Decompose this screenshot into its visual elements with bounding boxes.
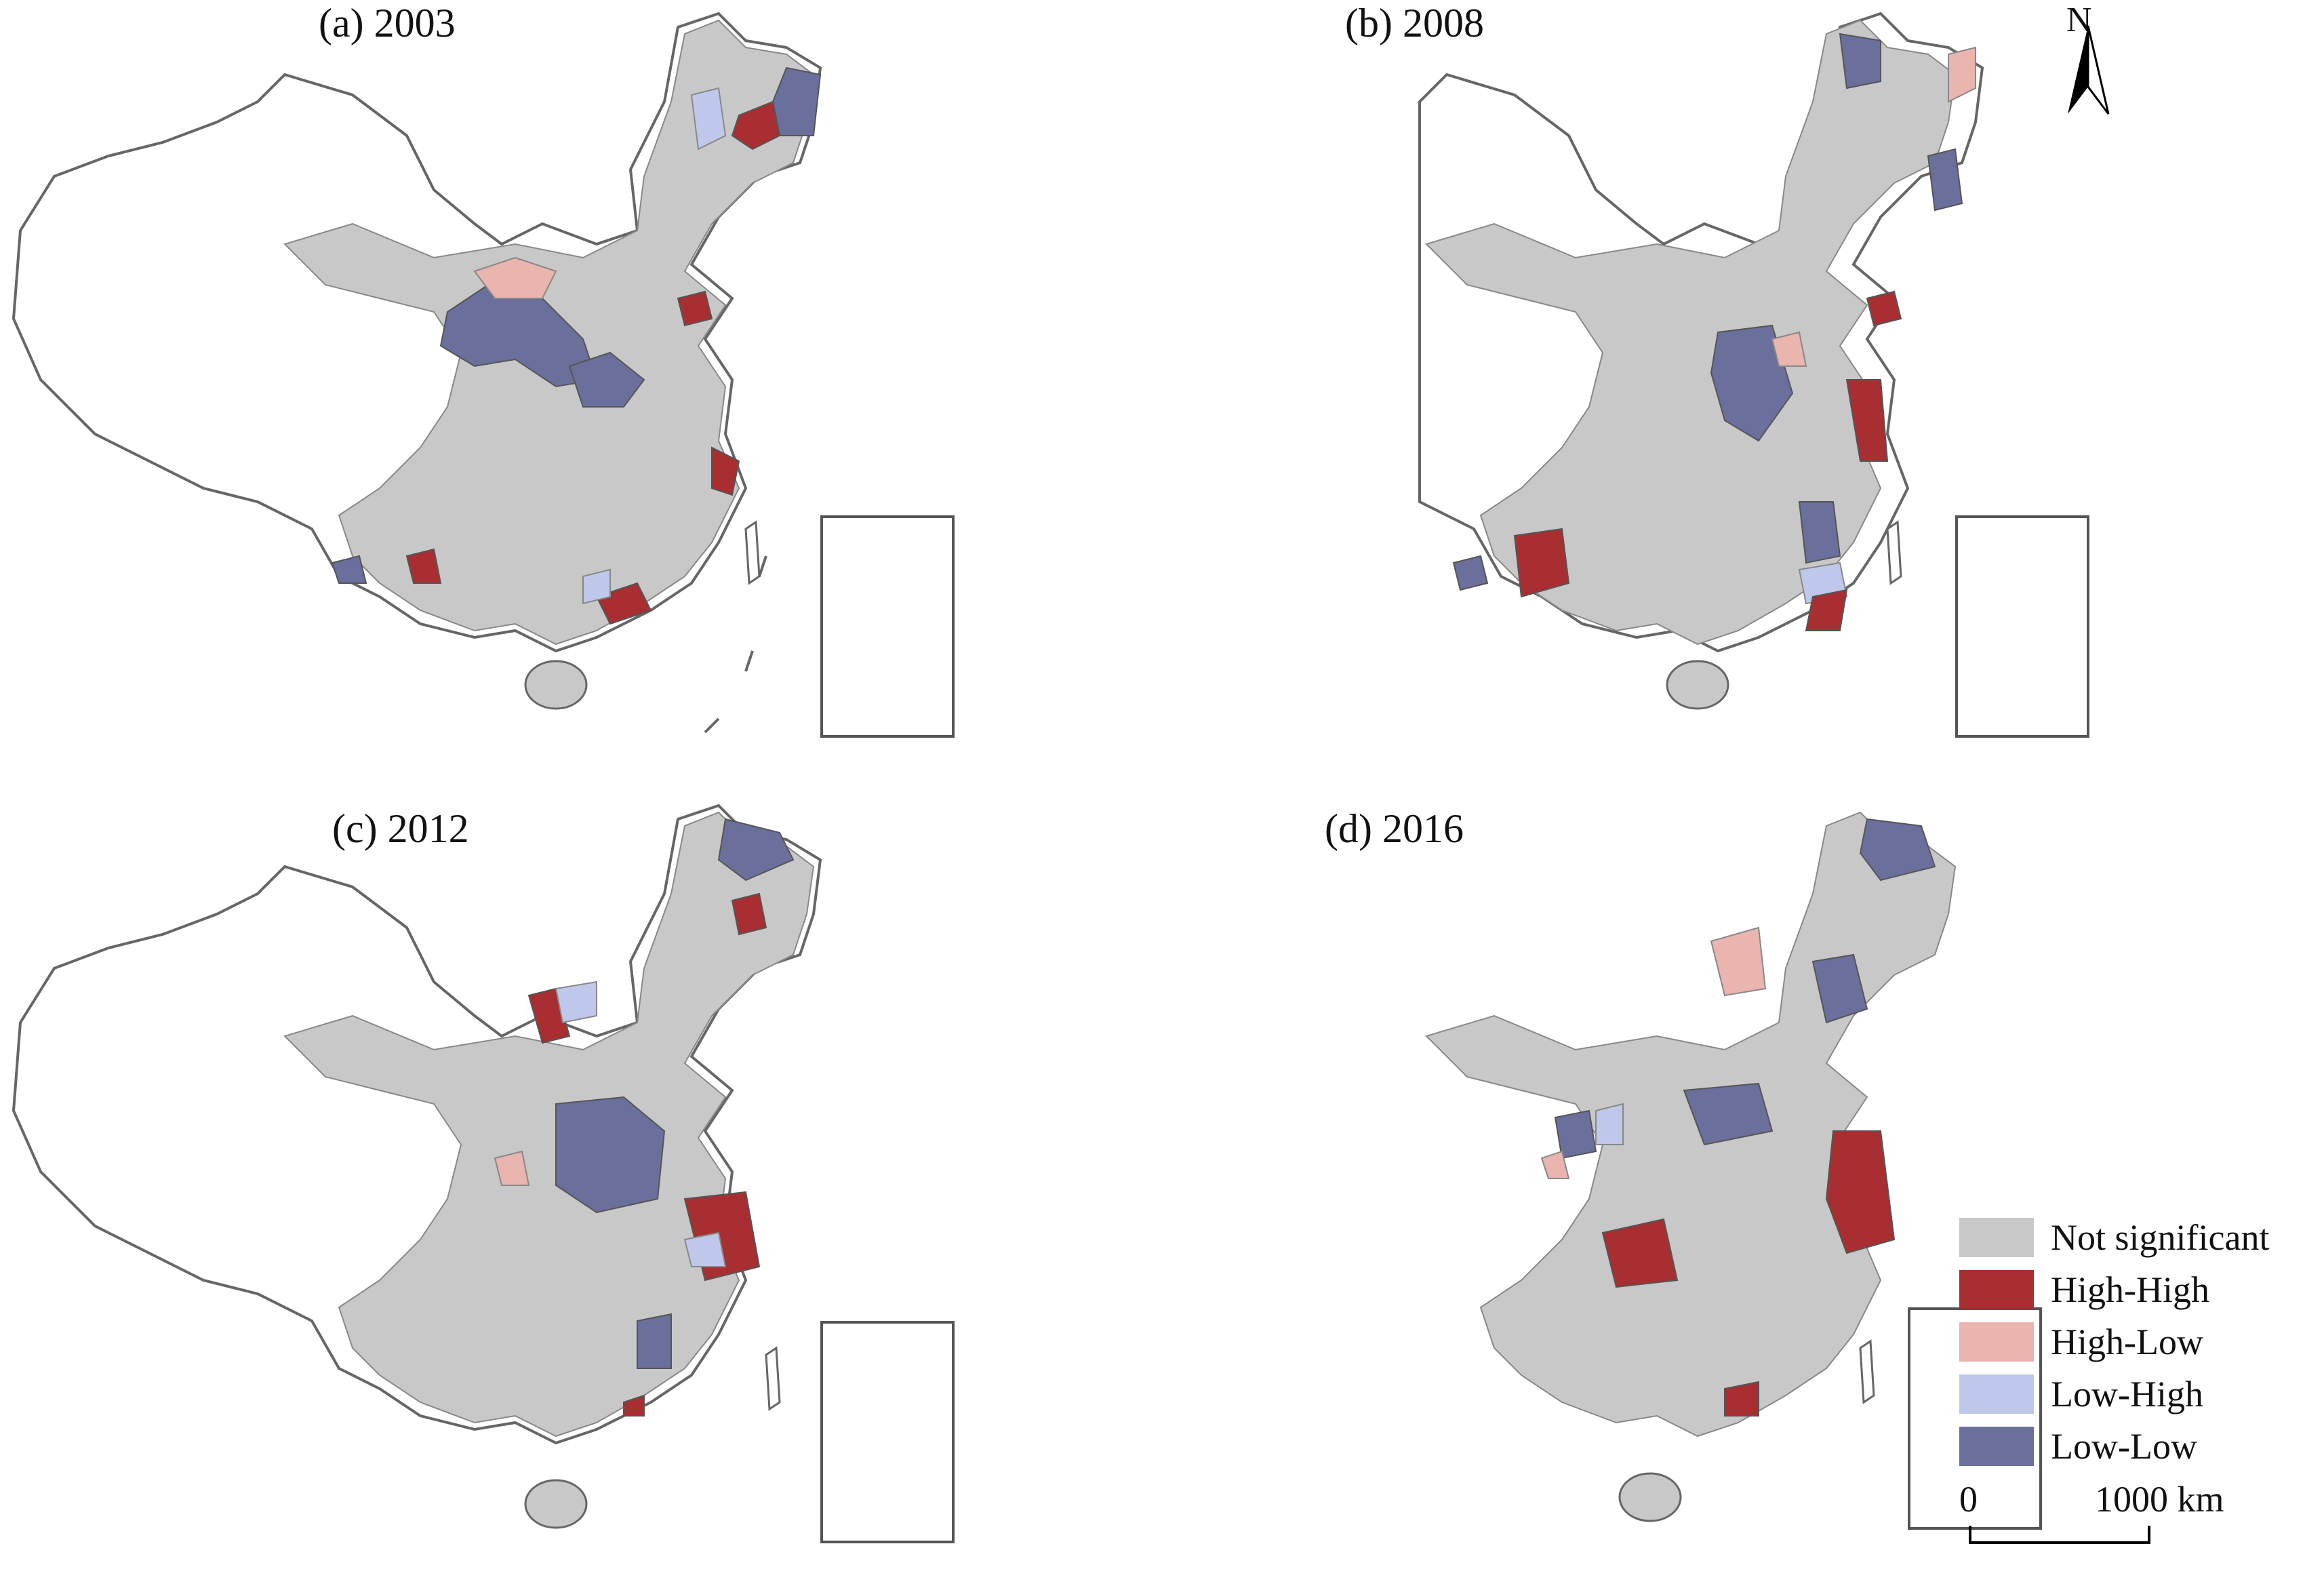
legend-label: Low-High (2051, 1374, 2203, 1414)
hainan-island (524, 660, 588, 710)
taiwan-island (1886, 520, 1902, 585)
region-high-low (1948, 46, 1976, 103)
region-not-significant (1425, 811, 1957, 1438)
region-low-low (331, 555, 367, 584)
panel-title: (c) 2012 (332, 806, 469, 851)
legend-label: Low-Low (2051, 1426, 2197, 1467)
region-low-low (1811, 953, 1868, 1024)
region-low-high (582, 568, 611, 605)
legend-item-low-high: Low-High (1959, 1370, 2324, 1418)
region-low-low (1554, 1109, 1597, 1160)
region-high-high (1845, 379, 1889, 462)
map-panel-b: (b) 2008 (1162, 0, 2324, 792)
boundary-dash (704, 555, 767, 734)
region-high-high (711, 446, 740, 496)
region-low-low (637, 1313, 672, 1369)
scale-end-label: 1000 km (2095, 1479, 2224, 1520)
region-low-low (1839, 33, 1881, 90)
region-low-low (1859, 818, 1936, 882)
map-panel-d: (d) 2016 (1162, 792, 2324, 1584)
legend-item-high-low: High-Low (1959, 1318, 2324, 1366)
legend-item-low-low: Low-Low (1959, 1423, 2324, 1470)
panel-title: (b) 2008 (1345, 1, 1484, 45)
legend-item-high-high: High-High (1959, 1266, 2324, 1313)
region-low-high (1595, 1103, 1624, 1145)
scale-bar: 0 1000 km (1959, 1478, 2298, 1560)
legend-swatch (1959, 1270, 2034, 1309)
hainan-island (524, 1479, 588, 1529)
region-high-high (1825, 1130, 1896, 1254)
map-panel-c: (c) 2012 (0, 792, 1162, 1584)
legend-item-not-significant: Not significant (1959, 1214, 2324, 1261)
region-high-high (623, 1394, 645, 1417)
taiwan-island (1859, 1339, 1875, 1404)
region-low-high (690, 87, 727, 151)
region-low-low (1710, 324, 1794, 442)
panel-title: (a) 2003 (319, 1, 456, 45)
map-panel-a: (a) 2003 (0, 0, 1162, 792)
taiwan-island (765, 1346, 781, 1411)
region-high-low (1540, 1150, 1570, 1179)
legend-swatch (1959, 1322, 2034, 1362)
south-china-sea-inset (820, 515, 955, 738)
region-high-high (1601, 1218, 1679, 1288)
north-arrow-icon (2068, 25, 2110, 115)
legend-label: Not significant (2051, 1217, 2270, 1258)
region-high-high (1513, 528, 1570, 598)
china-map (1418, 12, 1984, 710)
region-low-high (555, 981, 597, 1024)
region-low-low (1927, 148, 1963, 212)
region-low-high (683, 1231, 727, 1267)
panel-title: (d) 2016 (1325, 806, 1464, 851)
legend-label: High-High (2051, 1269, 2209, 1310)
hainan-island (1618, 1472, 1682, 1522)
taiwan-island (744, 520, 761, 585)
china-map (1425, 811, 1957, 1522)
legend-swatch (1959, 1374, 2034, 1414)
region-high-high (405, 548, 442, 584)
region-high-high (731, 892, 767, 936)
region-low-low (717, 818, 795, 882)
scale-line (1969, 1526, 2150, 1544)
region-high-high (731, 100, 781, 151)
south-china-sea-inset (1955, 515, 2089, 738)
region-high-high (1805, 589, 1848, 631)
region-low-low (555, 1096, 666, 1214)
region-low-low (772, 66, 822, 136)
region-high-low (494, 1150, 530, 1186)
legend-label: High-Low (2051, 1322, 2203, 1362)
region-low-low (1683, 1082, 1774, 1146)
region-high-high (1724, 1381, 1759, 1417)
region-low-low (1452, 555, 1489, 591)
legend-swatch (1959, 1218, 2034, 1257)
scale-start-label: 0 (1959, 1479, 1978, 1520)
region-high-high (677, 290, 713, 327)
region-high-high (1866, 290, 1902, 327)
region-high-low (473, 256, 557, 299)
china-map (12, 804, 822, 1529)
south-china-sea-inset (820, 1321, 955, 1543)
legend-swatch (1959, 1427, 2034, 1466)
region-low-low (568, 351, 645, 408)
region-low-low (1798, 501, 1841, 564)
hainan-island (1666, 660, 1729, 710)
china-map (12, 12, 822, 734)
region-high-low (1771, 331, 1807, 367)
region-high-low (1710, 926, 1767, 997)
